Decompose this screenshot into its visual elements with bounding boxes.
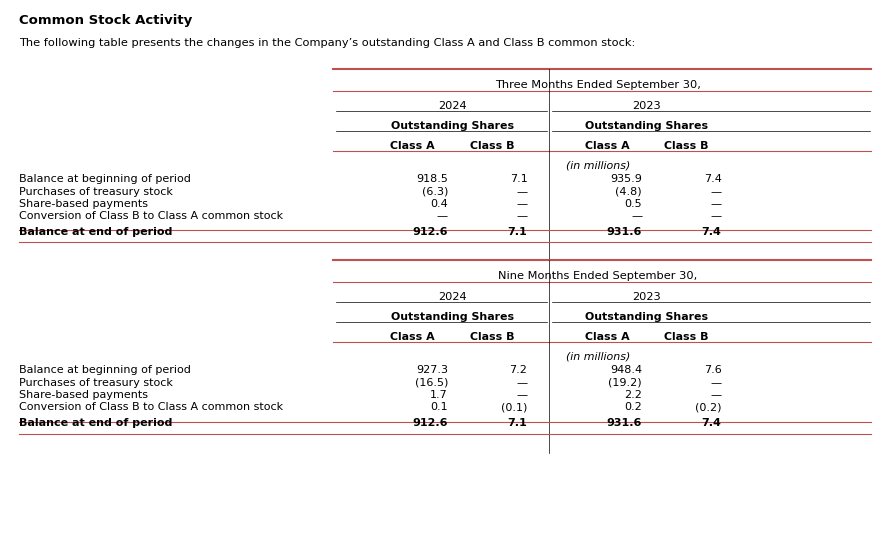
Text: —: — (437, 211, 448, 221)
Text: Purchases of treasury stock: Purchases of treasury stock (19, 378, 173, 388)
Text: 912.6: 912.6 (413, 418, 448, 428)
Text: —: — (516, 211, 527, 221)
Text: 948.4: 948.4 (610, 365, 642, 375)
Text: Outstanding Shares: Outstanding Shares (585, 312, 708, 322)
Text: The following table presents the changes in the Company’s outstanding Class A an: The following table presents the changes… (19, 38, 636, 48)
Text: 927.3: 927.3 (416, 365, 448, 375)
Text: 2023: 2023 (632, 292, 661, 302)
Text: (6.3): (6.3) (422, 187, 448, 197)
Text: Share-based payments: Share-based payments (19, 199, 148, 209)
Text: Balance at beginning of period: Balance at beginning of period (19, 365, 191, 375)
Text: (19.2): (19.2) (609, 378, 642, 388)
Text: —: — (516, 390, 527, 400)
Text: Outstanding Shares: Outstanding Shares (391, 312, 514, 322)
Text: Outstanding Shares: Outstanding Shares (391, 121, 514, 131)
Text: 7.1: 7.1 (508, 227, 527, 237)
Text: Conversion of Class B to Class A common stock: Conversion of Class B to Class A common … (19, 211, 283, 221)
Text: (4.8): (4.8) (616, 187, 642, 197)
Text: Class B: Class B (664, 141, 708, 151)
Text: 2.2: 2.2 (624, 390, 642, 400)
Text: 7.4: 7.4 (701, 227, 721, 237)
Text: 0.1: 0.1 (430, 402, 448, 412)
Text: Share-based payments: Share-based payments (19, 390, 148, 400)
Text: Balance at end of period: Balance at end of period (19, 418, 173, 428)
Text: —: — (516, 187, 527, 197)
Text: —: — (710, 390, 721, 400)
Text: 935.9: 935.9 (610, 174, 642, 184)
Text: (16.5): (16.5) (415, 378, 448, 388)
Text: 7.4: 7.4 (704, 174, 721, 184)
Text: (in millions): (in millions) (566, 352, 630, 362)
Text: Class A: Class A (585, 332, 629, 342)
Text: Class B: Class B (470, 332, 514, 342)
Text: 7.1: 7.1 (508, 418, 527, 428)
Text: (0.2): (0.2) (695, 402, 721, 412)
Text: Class B: Class B (664, 332, 708, 342)
Text: —: — (710, 199, 721, 209)
Text: 0.4: 0.4 (430, 199, 448, 209)
Text: 2024: 2024 (438, 292, 467, 302)
Text: 2023: 2023 (632, 101, 661, 111)
Text: 931.6: 931.6 (607, 227, 642, 237)
Text: —: — (710, 187, 721, 197)
Text: (0.1): (0.1) (501, 402, 527, 412)
Text: 7.4: 7.4 (701, 418, 721, 428)
Text: Three Months Ended September 30,: Three Months Ended September 30, (495, 80, 701, 90)
Text: Balance at end of period: Balance at end of period (19, 227, 173, 237)
Text: 7.2: 7.2 (510, 365, 527, 375)
Text: 2024: 2024 (438, 101, 467, 111)
Text: (in millions): (in millions) (566, 161, 630, 171)
Text: Class B: Class B (470, 141, 514, 151)
Text: Class A: Class A (391, 141, 435, 151)
Text: Common Stock Activity: Common Stock Activity (19, 14, 192, 27)
Text: Outstanding Shares: Outstanding Shares (585, 121, 708, 131)
Text: 0.5: 0.5 (624, 199, 642, 209)
Text: —: — (710, 211, 721, 221)
Text: 0.2: 0.2 (624, 402, 642, 412)
Text: Nine Months Ended September 30,: Nine Months Ended September 30, (498, 271, 698, 281)
Text: 1.7: 1.7 (430, 390, 448, 400)
Text: 931.6: 931.6 (607, 418, 642, 428)
Text: 7.1: 7.1 (510, 174, 527, 184)
Text: 918.5: 918.5 (416, 174, 448, 184)
Text: Conversion of Class B to Class A common stock: Conversion of Class B to Class A common … (19, 402, 283, 412)
Text: 912.6: 912.6 (413, 227, 448, 237)
Text: —: — (516, 199, 527, 209)
Text: Class A: Class A (391, 332, 435, 342)
Text: 7.6: 7.6 (704, 365, 721, 375)
Text: Balance at beginning of period: Balance at beginning of period (19, 174, 191, 184)
Text: —: — (516, 378, 527, 388)
Text: Class A: Class A (585, 141, 629, 151)
Text: Purchases of treasury stock: Purchases of treasury stock (19, 187, 173, 197)
Text: —: — (710, 378, 721, 388)
Text: —: — (631, 211, 642, 221)
